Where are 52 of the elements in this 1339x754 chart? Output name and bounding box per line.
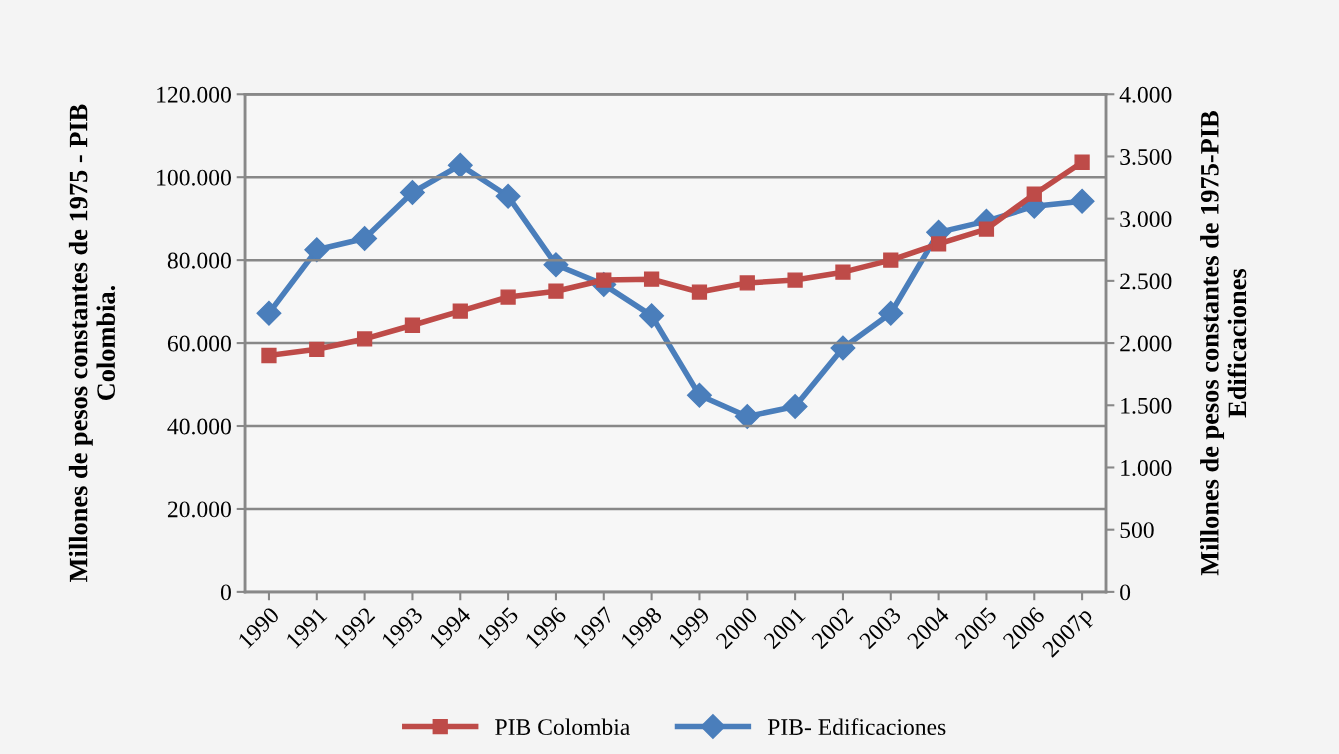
point (356, 331, 373, 347)
y-tick-label: 20.000 (167, 501, 231, 518)
y2-tick-label: 1.500 (1121, 397, 1172, 414)
point (452, 303, 468, 319)
point (782, 394, 808, 419)
y2-tick-label: 500 (1120, 522, 1154, 539)
y-axis-title: Millones de pesos constantes de 1975 - PIB Colombia. (68, 104, 116, 582)
point (495, 183, 521, 209)
point (404, 317, 421, 333)
y2-tick-label: 2.000 (1120, 335, 1172, 352)
point (1069, 188, 1095, 214)
point (878, 300, 904, 326)
x-tick-label: 1991 (285, 606, 328, 649)
point (548, 283, 564, 299)
y-tick-label: 80.000 (167, 252, 231, 269)
point (304, 237, 330, 263)
legend-label: PIB Colombia (495, 718, 630, 736)
point (543, 252, 569, 278)
point (691, 284, 708, 300)
point (978, 221, 995, 237)
y-tick-label: 100.000 (157, 169, 231, 186)
x-tick-label: 2001 (762, 606, 806, 650)
legend-label: PIB- Edificaciones (767, 718, 946, 736)
y2-tick-label: 4.000 (1119, 86, 1172, 103)
y2-tick-label: 3.500 (1120, 148, 1172, 165)
y2-tick-label: 2.500 (1120, 273, 1172, 290)
point (883, 252, 899, 268)
point (1074, 154, 1090, 170)
point (399, 180, 425, 206)
point (739, 275, 755, 291)
point (447, 152, 473, 178)
point (352, 226, 378, 252)
y-tick-label: 120.000 (157, 86, 231, 103)
point (787, 272, 803, 288)
point (643, 271, 660, 287)
y2-tick-label: 3.000 (1120, 211, 1172, 228)
point (734, 403, 760, 429)
point (639, 303, 665, 329)
point (686, 382, 712, 408)
y-tick-label: 0 (220, 584, 231, 601)
point (835, 264, 851, 280)
point (309, 341, 325, 357)
y-tick-label: 40.000 (167, 418, 231, 435)
point (930, 236, 947, 252)
point (256, 300, 282, 326)
y2-axis-title: Millones de pesos constantes de 1975-PIB Edificaciones (1200, 111, 1247, 576)
y-tick-label: 60.000 (167, 335, 231, 352)
point (500, 289, 516, 305)
y2-tick-label: 0 (1120, 584, 1131, 601)
y2-tick-label: 1.000 (1121, 459, 1172, 477)
point (261, 347, 277, 364)
point (1026, 186, 1042, 202)
